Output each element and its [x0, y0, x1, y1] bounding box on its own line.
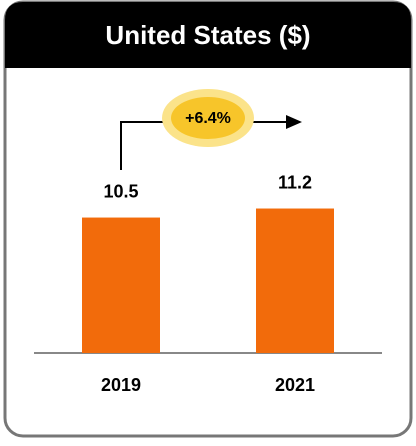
arrow-head	[286, 115, 302, 129]
x-tick-label: 2021	[275, 375, 315, 395]
value-label: 11.2	[278, 172, 312, 192]
bar	[256, 208, 334, 353]
annotation: +6.4%	[185, 110, 231, 127]
chart-title: United States ($)	[105, 20, 310, 50]
x-tick-label: 2019	[101, 375, 141, 395]
bar	[82, 217, 160, 353]
badge	[171, 97, 245, 139]
header	[5, 2, 411, 68]
value-label: 10.5	[103, 181, 138, 201]
